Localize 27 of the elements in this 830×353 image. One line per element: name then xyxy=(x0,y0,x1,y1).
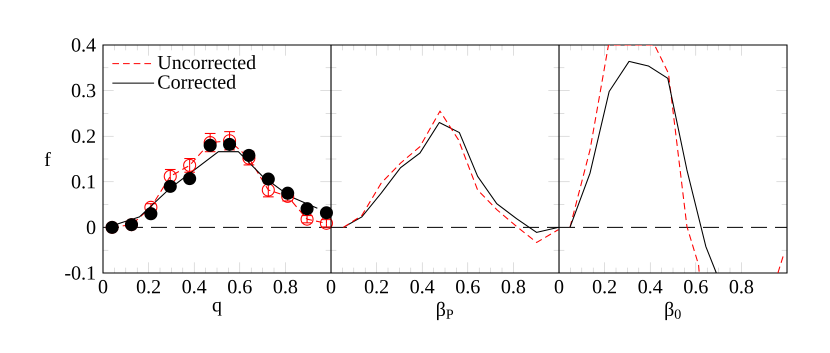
x-tick-label: 0.4 xyxy=(410,280,434,294)
x-axis-title: β$_{0}$ xyxy=(665,302,681,320)
x-tick-label: 0.8 xyxy=(730,280,754,294)
x-tick-label: 0.6 xyxy=(228,280,252,294)
x-tick-label: 0.2 xyxy=(136,280,160,294)
y-tick-label: 0 xyxy=(86,220,96,234)
x-tick-label: 0 xyxy=(98,280,108,294)
y-tick-label: 0.1 xyxy=(72,175,95,189)
x-tick-label: 0.2 xyxy=(364,280,388,294)
y-tick-label: 0.4 xyxy=(72,38,96,52)
x-tick-label: 0.6 xyxy=(684,280,708,294)
x-axis-title: q xyxy=(212,302,222,316)
y-tick-label: -0.1 xyxy=(65,266,95,280)
x-tick-label: 0 xyxy=(554,280,564,294)
y-axis-title: f xyxy=(44,152,51,166)
x-tick-label: 0.4 xyxy=(638,280,662,294)
x-tick-label: 0.6 xyxy=(456,280,480,294)
x-tick-label: 0.4 xyxy=(182,280,206,294)
x-tick-label: 0.2 xyxy=(592,280,616,294)
y-tick-label: 0.3 xyxy=(72,84,96,98)
x-axis-title: β$_{P}$ xyxy=(436,302,454,320)
x-tick-label: 0.8 xyxy=(274,280,298,294)
x-tick-label: 0.8 xyxy=(502,280,526,294)
x-tick-label: 0 xyxy=(326,280,336,294)
y-tick-label: 0.2 xyxy=(72,129,95,143)
legend-label: Corrected xyxy=(158,74,236,89)
legend-label: Uncorrected xyxy=(158,55,256,70)
